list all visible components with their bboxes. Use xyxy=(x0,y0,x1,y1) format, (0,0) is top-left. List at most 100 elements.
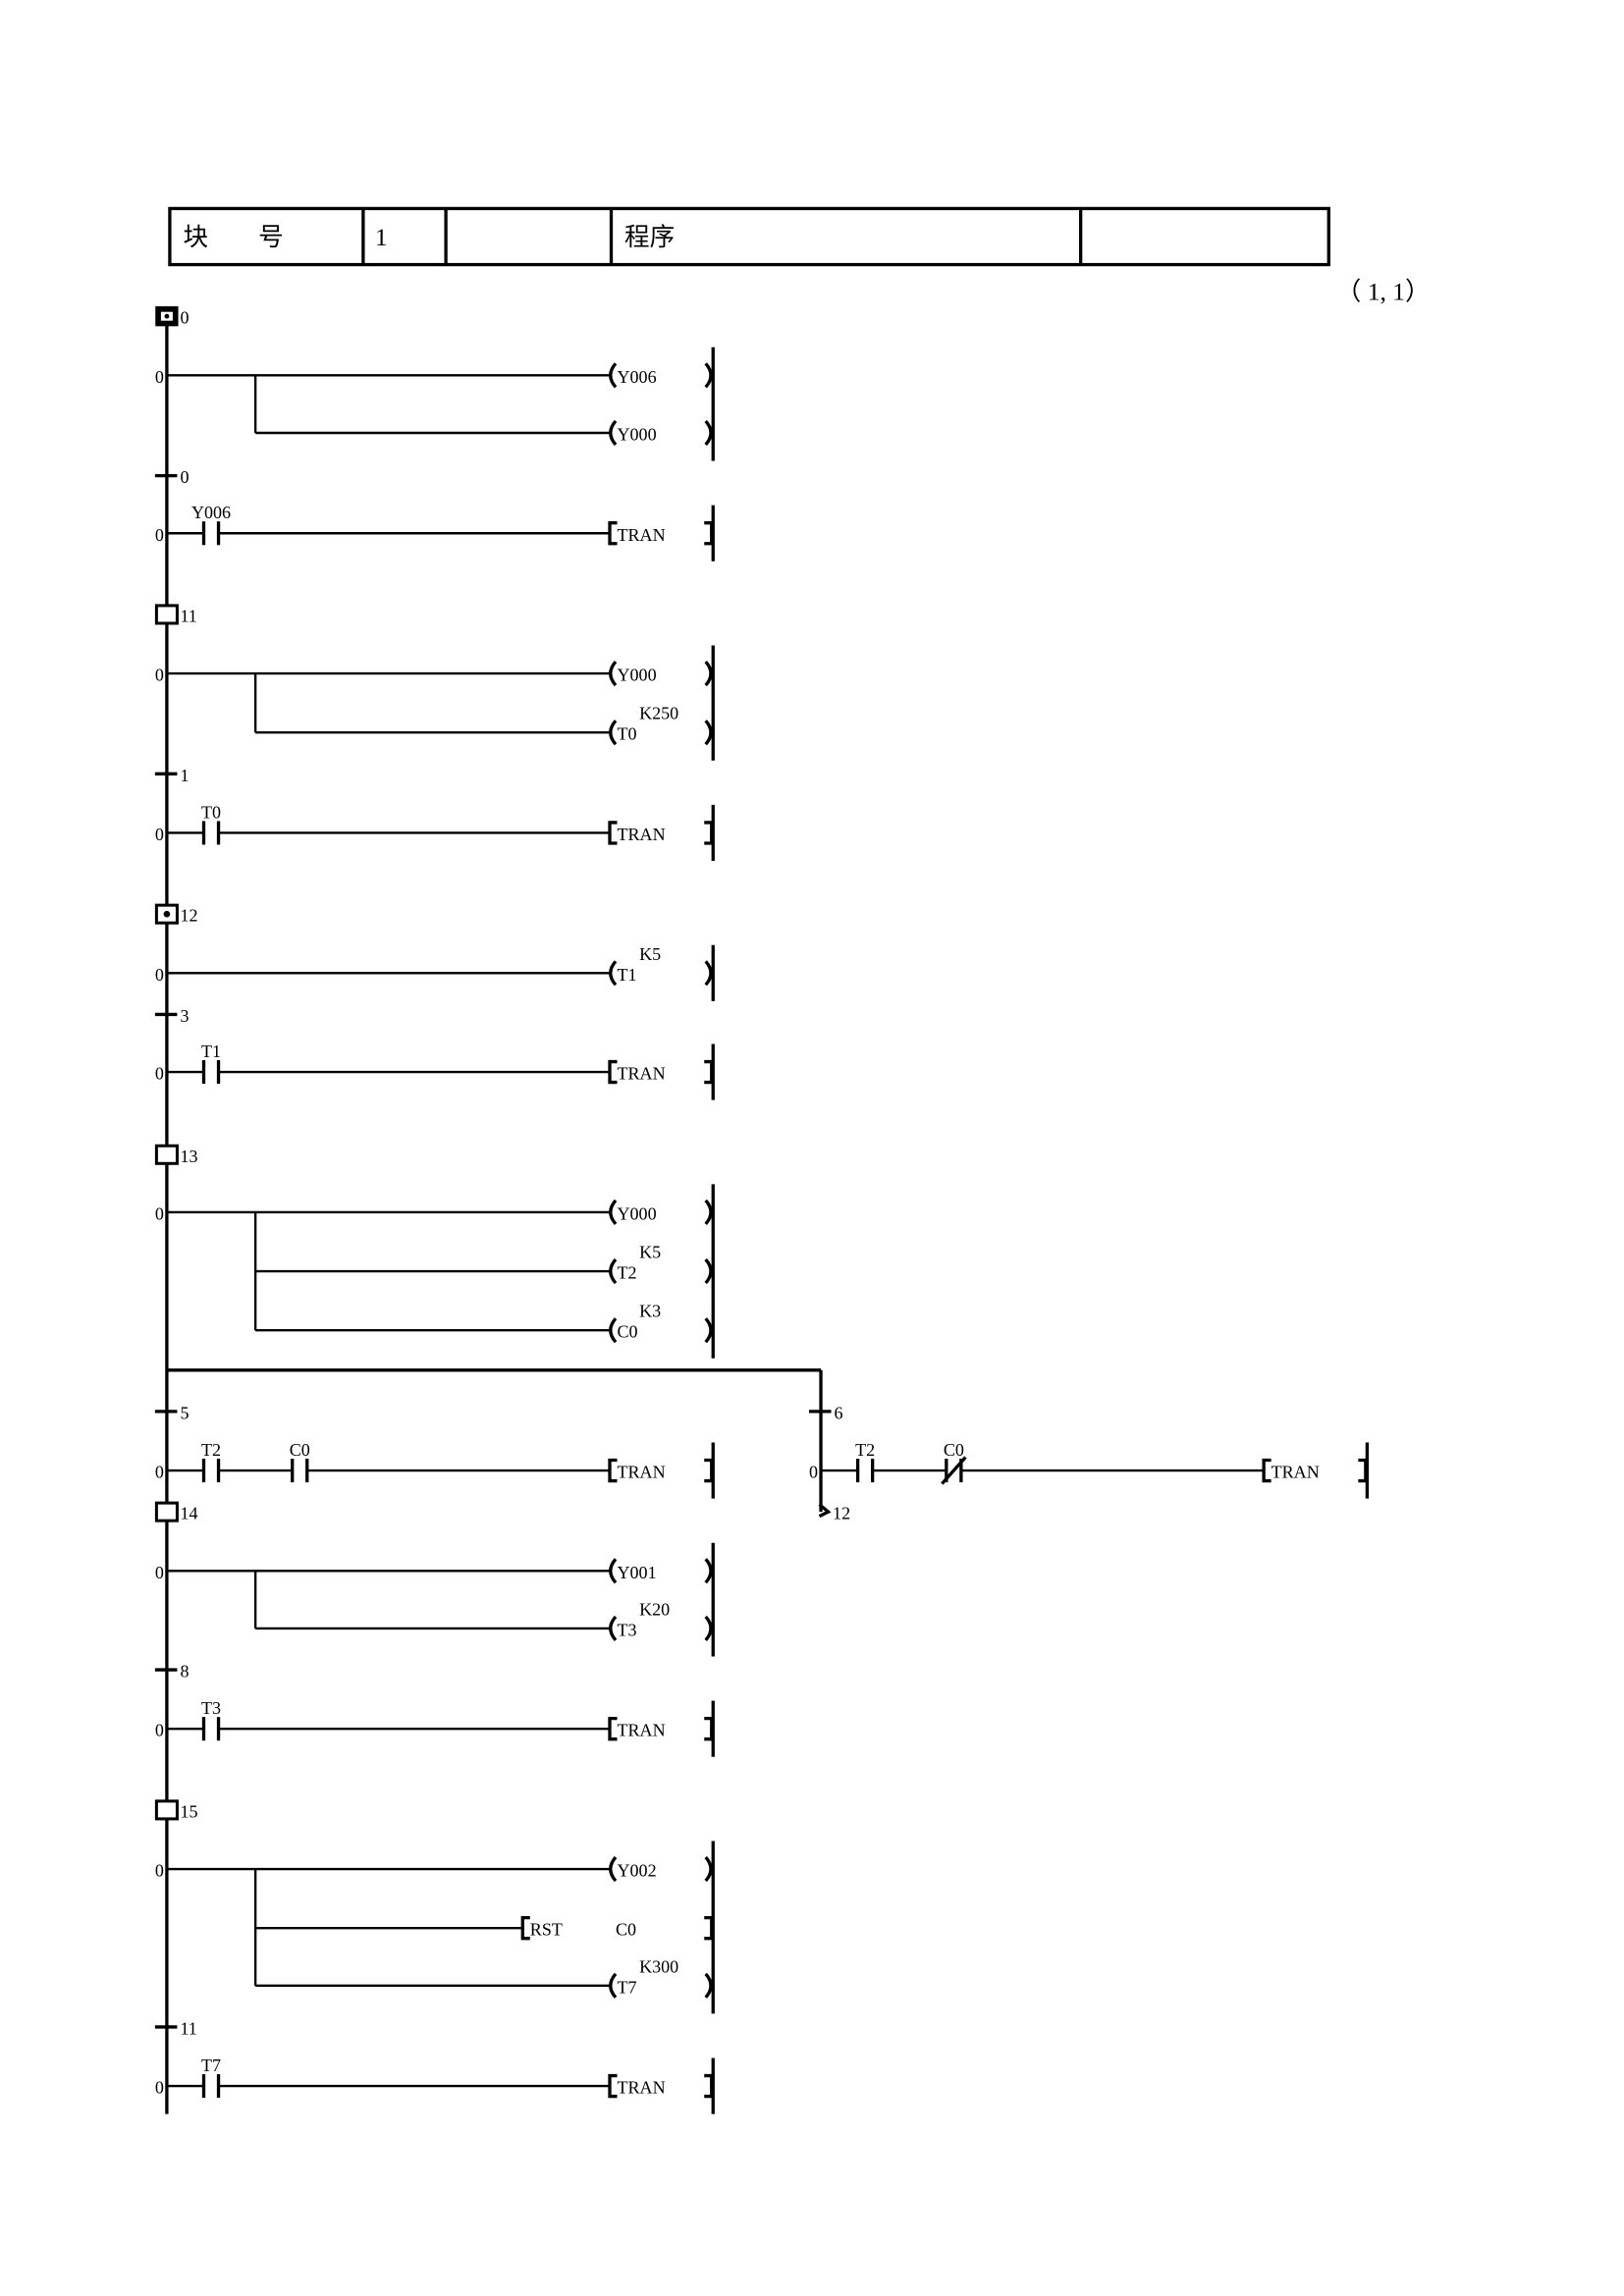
transition-number: 8 xyxy=(180,1662,189,1682)
instruction-close-bracket xyxy=(704,521,714,546)
nc-contact-label: C0 xyxy=(944,1440,964,1460)
coil-close-paren xyxy=(704,362,713,389)
instruction-close-bracket xyxy=(704,1717,714,1741)
rung-step-prefix: 0 xyxy=(155,965,164,985)
instruction-close-bracket xyxy=(704,1059,714,1085)
header-table: 块 号 1 程序 xyxy=(168,206,1330,267)
coil-constant: K5 xyxy=(639,1243,661,1262)
coil-operand: T2 xyxy=(618,1263,637,1283)
header-cell-block-number-label: 块 号 xyxy=(183,223,283,251)
step-box xyxy=(154,1799,179,1821)
rung-step-prefix: 0 xyxy=(155,1463,164,1482)
coil-operand: Y000 xyxy=(618,425,657,445)
coil-close-paren xyxy=(704,1972,713,1999)
coil-constant: K5 xyxy=(639,944,661,964)
coil-close-paren xyxy=(704,1257,713,1285)
step-box xyxy=(154,604,179,625)
instruction-open-bracket xyxy=(608,1059,618,1085)
coil-operand: T0 xyxy=(618,724,637,744)
instruction-open-bracket xyxy=(520,1915,530,1941)
coil-open-paren xyxy=(609,720,618,746)
no-contact-label: T2 xyxy=(855,1440,875,1460)
instruction-name: TRAN xyxy=(618,1463,666,1482)
coil-open-paren xyxy=(609,960,618,987)
instruction-name: TRAN xyxy=(618,2078,666,2098)
coil-operand: C0 xyxy=(618,1322,638,1342)
instruction-name: TRAN xyxy=(618,1721,666,1740)
coil-close-paren xyxy=(704,419,713,447)
instruction-close-bracket xyxy=(704,821,714,845)
rung-step-prefix: 0 xyxy=(155,2078,164,2098)
instruction-open-bracket xyxy=(608,821,618,845)
rung-step-prefix: 0 xyxy=(155,367,164,387)
coil-operand: T1 xyxy=(618,965,637,985)
instruction-open-bracket xyxy=(608,1717,618,1741)
rung-step-prefix: 0 xyxy=(809,1463,818,1482)
step-number: 14 xyxy=(180,1504,197,1523)
no-contact-label: T7 xyxy=(201,2056,221,2075)
no-contact-label: C0 xyxy=(290,1440,310,1460)
normally-closed-slash xyxy=(941,1456,967,1485)
no-contact-label: T1 xyxy=(201,1041,221,1061)
instruction-name: TRAN xyxy=(618,1064,666,1084)
instruction-name: RST xyxy=(530,1920,563,1940)
header-cell-block-number: 1 xyxy=(375,223,388,251)
coil-close-paren xyxy=(704,720,713,746)
coil-open-paren xyxy=(609,1855,618,1883)
coil-open-paren xyxy=(609,1317,618,1344)
transition-number: 6 xyxy=(835,1403,843,1422)
coil-open-paren xyxy=(609,1199,618,1226)
transition-number: 1 xyxy=(180,766,189,785)
coil-open-paren xyxy=(609,1558,618,1584)
rung-step-prefix: 0 xyxy=(155,1203,164,1223)
step-box xyxy=(154,1501,179,1522)
coil-operand: Y001 xyxy=(618,1563,657,1582)
instruction-argument: C0 xyxy=(616,1920,636,1940)
instruction-close-bracket xyxy=(704,1458,714,1483)
coil-constant: K250 xyxy=(639,704,678,723)
jump-target: 12 xyxy=(833,1504,850,1523)
step-number: 15 xyxy=(180,1801,197,1821)
coil-close-paren xyxy=(704,1558,713,1584)
instruction-close-bracket xyxy=(704,1915,714,1941)
coil-close-paren xyxy=(704,1615,713,1642)
step-box xyxy=(154,1144,179,1165)
no-contact-label: Y006 xyxy=(191,503,231,522)
step-number: 0 xyxy=(180,308,189,328)
coil-constant: K20 xyxy=(639,1599,670,1619)
instruction-name: TRAN xyxy=(618,825,666,844)
page-reference: （ 1, 1） xyxy=(1336,278,1431,306)
rung-step-prefix: 0 xyxy=(155,1064,164,1084)
coil-open-paren xyxy=(609,1972,618,1999)
step-number: 13 xyxy=(180,1147,197,1166)
no-contact-label: T2 xyxy=(201,1440,221,1460)
coil-constant: K300 xyxy=(639,1956,678,1976)
instruction-open-bracket xyxy=(1262,1458,1272,1483)
coil-close-paren xyxy=(704,1317,713,1344)
instruction-open-bracket xyxy=(608,2073,618,2099)
coil-operand: Y000 xyxy=(618,666,657,685)
instruction-close-bracket xyxy=(704,2073,714,2099)
step-active-dot xyxy=(163,910,171,918)
rung-step-prefix: 0 xyxy=(155,1721,164,1740)
coil-operand: T7 xyxy=(618,1977,637,1997)
coil-close-paren xyxy=(704,1855,713,1883)
rung-step-prefix: 0 xyxy=(155,666,164,685)
coil-open-paren xyxy=(609,419,618,447)
initial-step-dot xyxy=(164,313,170,319)
header-cell-program-label: 程序 xyxy=(624,223,675,251)
coil-operand: Y002 xyxy=(618,1861,657,1881)
coil-operand: T3 xyxy=(618,1620,637,1639)
step-number: 12 xyxy=(180,906,197,926)
rung-step-prefix: 0 xyxy=(155,825,164,844)
coil-close-paren xyxy=(704,660,713,687)
transition-number: 5 xyxy=(180,1403,189,1422)
instruction-name: TRAN xyxy=(618,525,666,545)
instruction-open-bracket xyxy=(608,1458,618,1483)
transition-number: 3 xyxy=(180,1006,189,1026)
instruction-name: TRAN xyxy=(1272,1463,1320,1482)
coil-open-paren xyxy=(609,1257,618,1285)
coil-close-paren xyxy=(704,1199,713,1226)
coil-operand: Y000 xyxy=(618,1203,657,1223)
rung-step-prefix: 0 xyxy=(155,1563,164,1582)
